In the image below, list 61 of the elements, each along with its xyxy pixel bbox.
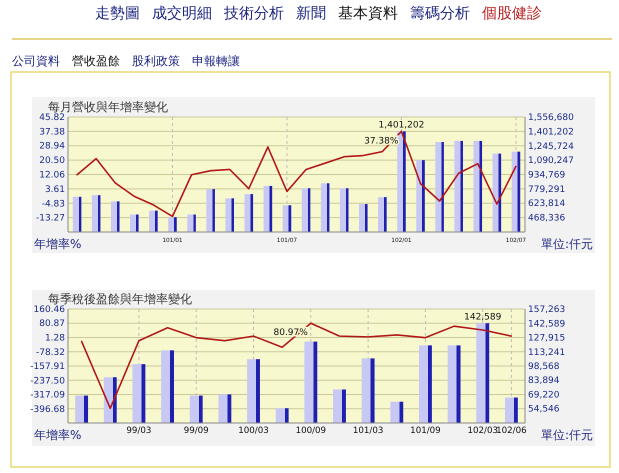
line-series — [80, 322, 512, 410]
y-tick-label: 160.46 — [34, 305, 66, 315]
y2-tick-label: 83,894 — [528, 376, 560, 386]
text: 走勢圖 — [95, 4, 140, 22]
y2-axis-title: 單位:仟元 — [540, 237, 593, 251]
y2-tick-label: 157,263 — [528, 305, 566, 315]
data-label: 1,401,202 — [378, 120, 424, 130]
y2-tick-label: 1,090,247 — [528, 156, 574, 166]
x-tick-label: 101/09 — [410, 426, 441, 436]
text: 基本資料 — [338, 4, 398, 22]
y-axis-title: 年增率% — [34, 428, 82, 442]
y-tick-label: -157.91 — [30, 362, 65, 372]
y2-tick-label: 623,814 — [528, 199, 566, 210]
text: 股利政策 — [132, 54, 180, 68]
line-series — [76, 130, 517, 218]
x-tick-label: 102/03 — [467, 426, 498, 436]
text: 公司資料 — [12, 54, 60, 68]
text: 營收盈餘 — [72, 54, 120, 68]
y2-tick-label: 98,568 — [528, 362, 560, 372]
y2-tick-label: 1,245,724 — [528, 142, 574, 152]
y2-tick-label: 934,769 — [528, 170, 566, 180]
x-tick-label: 100/03 — [238, 426, 269, 436]
x-tick-label: 101/03 — [352, 426, 384, 436]
y-tick-label: -237.50 — [30, 376, 66, 386]
y2-tick-label: 54,546 — [528, 404, 560, 415]
y-tick-label: 20.50 — [39, 156, 66, 166]
y2-tick-label: 1,401,202 — [528, 127, 574, 138]
y2-axis-title: 單位:仟元 — [540, 428, 593, 442]
x-tick-label: 99/03 — [126, 426, 152, 436]
y-tick-label: 1.28 — [44, 334, 66, 344]
x-tick-label: 102/06 — [496, 426, 527, 436]
text: 申報轉讓 — [192, 54, 240, 68]
y-tick-label: 12.06 — [39, 170, 66, 180]
y-tick-label: 3.61 — [44, 184, 65, 195]
data-label: 142,589 — [464, 312, 502, 322]
y-tick-label: -78.32 — [36, 348, 65, 358]
x-tick-label: 100/09 — [296, 426, 326, 436]
y2-tick-label: 69,220 — [528, 390, 560, 400]
y-tick-label: -4.83 — [42, 199, 65, 210]
text: 成交明細 — [152, 4, 212, 22]
chart-title: 每季稅後盈餘與年增率變化 — [48, 292, 192, 306]
y-axis-title: 年增率% — [34, 237, 82, 251]
y2-tick-label: 468,336 — [528, 214, 566, 224]
y-tick-label: -317.09 — [30, 390, 66, 400]
y2-tick-label: 779,291 — [528, 184, 566, 195]
chart-title: 每月營收與年增率變化 — [48, 100, 168, 114]
text: 技術分析 — [223, 4, 284, 22]
y-tick-label: 28.94 — [39, 142, 66, 152]
y-tick-label: 80.87 — [39, 319, 65, 330]
text: 個股健診 — [482, 4, 542, 22]
y-tick-label: -13.27 — [36, 214, 65, 224]
y2-tick-label: 113,241 — [528, 348, 566, 358]
text: 新聞 — [296, 4, 326, 22]
y-tick-label: 45.82 — [39, 113, 65, 123]
y-tick-label: -396.68 — [30, 404, 66, 415]
y2-tick-label: 127,915 — [528, 334, 566, 344]
y-tick-label: 37.38 — [39, 127, 66, 138]
text: 籌碼分析 — [410, 4, 470, 22]
y2-tick-label: 142,589 — [528, 319, 566, 330]
y2-tick-label: 1,556,680 — [528, 113, 574, 123]
x-tick-label: 99/09 — [184, 426, 209, 436]
